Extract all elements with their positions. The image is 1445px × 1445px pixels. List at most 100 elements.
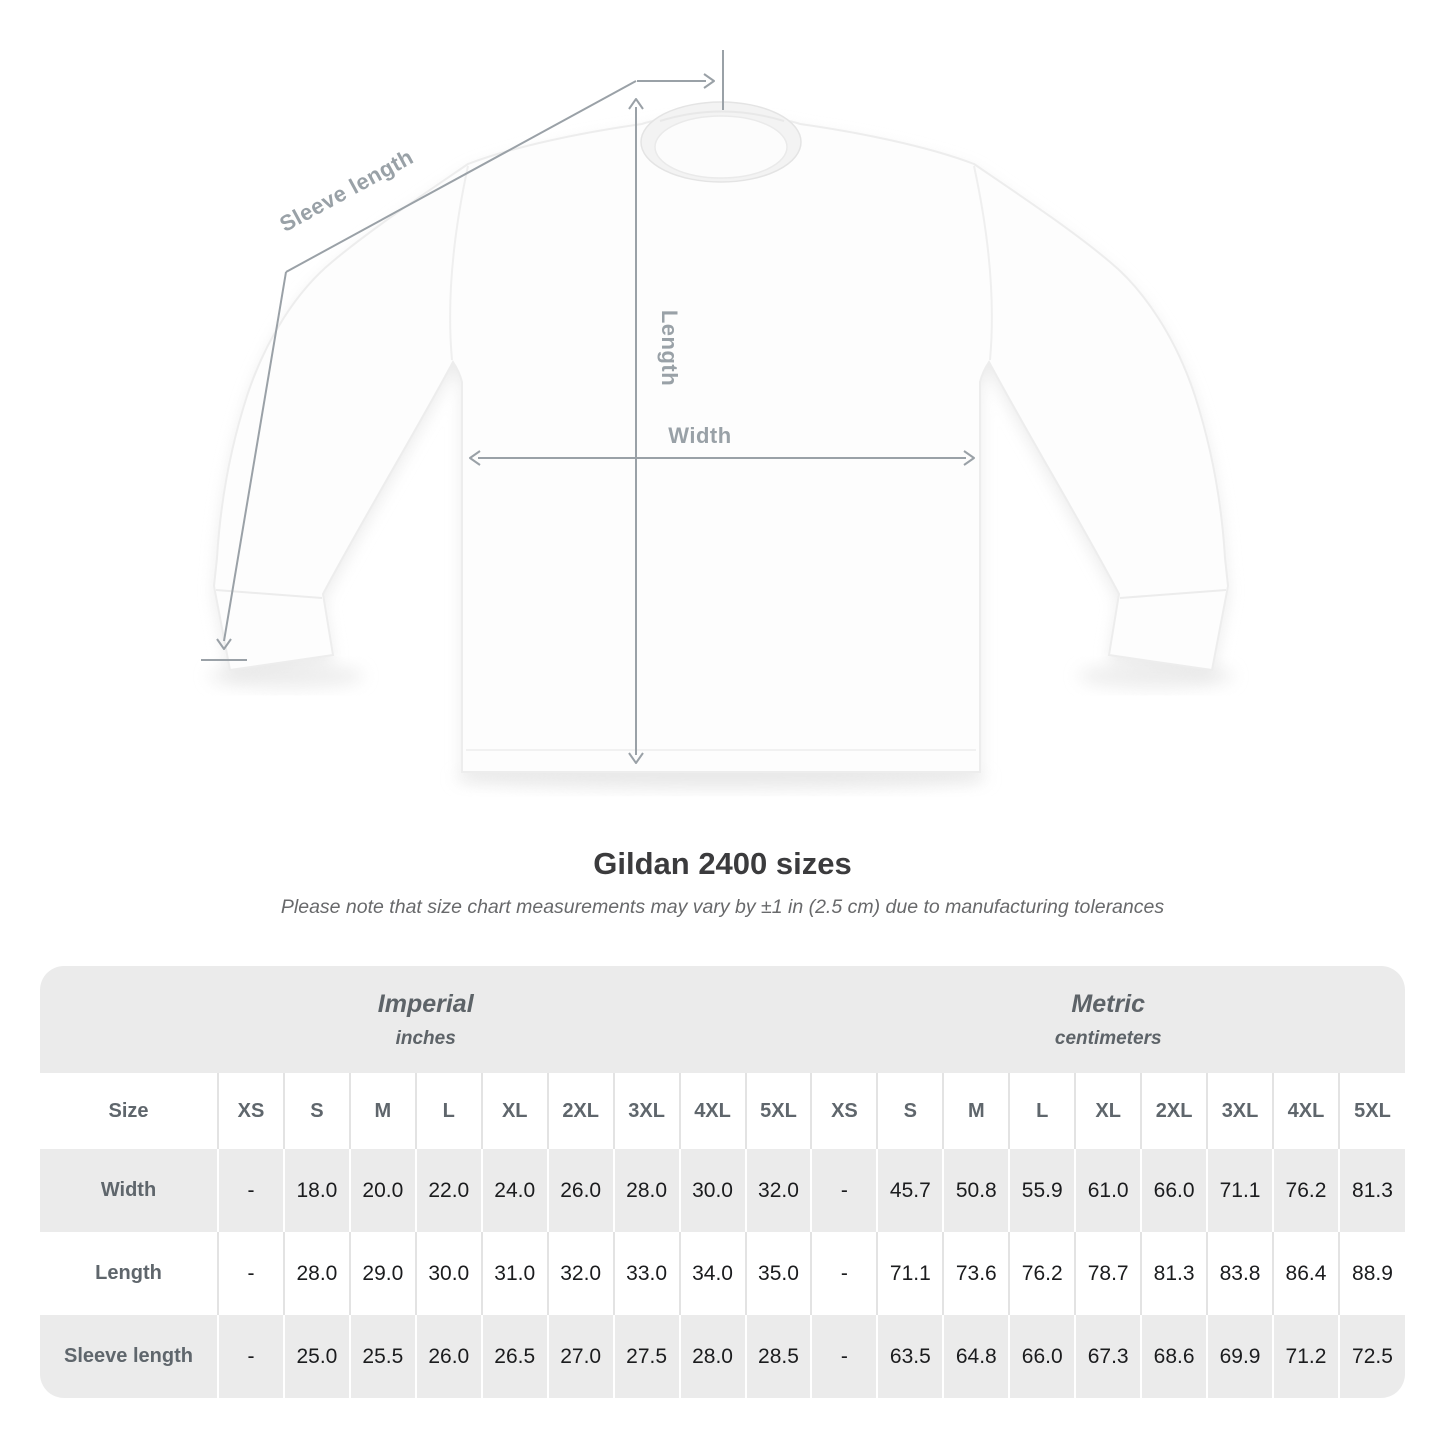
measurement-value-cell: 76.2 [1008,1232,1076,1315]
measurement-lines [201,50,975,764]
measurement-value-cell: 63.5 [876,1315,944,1398]
size-table-body: Width -18.0 20.0 22.0 24.0 26.0 28.0 30.0 32.0-4… [40,1149,1405,1398]
size-column-header: XL [1074,1073,1142,1149]
measurement-value-cell: 66.0 [1140,1149,1208,1232]
size-column-header: 4XL [1272,1073,1339,1149]
measurement-value-cell: 71.1 [876,1232,944,1315]
measurement-value-cell: 61.0 [1074,1149,1142,1232]
size-column-header: S [282,1073,350,1149]
measurement-value-cell: - [217,1149,284,1232]
arrowhead-right [963,450,975,466]
measurement-row: Width -18.0 20.0 22.0 24.0 26.0 28.0 30.0 32.0-4… [40,1149,1405,1232]
measurement-value-cell: 28.5 [744,1315,812,1398]
measurement-value-cell: 55.9 [1008,1149,1076,1232]
measurement-value-cell: 86.4 [1272,1232,1339,1315]
measurement-value-cell: 24.0 [480,1149,548,1232]
measurement-value-cell: 28.0 [612,1149,680,1232]
measurement-value-cell: 71.1 [1206,1149,1273,1232]
measurement-value-cell: 66.0 [1008,1315,1076,1398]
unit-group-row: Imperial inches Metric centimeters [40,966,1405,1073]
shirt-body [213,101,1229,773]
page-title: Gildan 2400 sizes [593,846,852,881]
size-column-header: 2XL [546,1073,614,1149]
measurement-value-cell: 29.0 [348,1232,416,1315]
size-column-header: 4XL [678,1073,746,1149]
arrowhead-left [469,450,481,466]
metric-group-label: Metric [1071,989,1146,1018]
arrowhead-right [703,73,715,89]
measurement-value-cell: 18.0 [282,1149,350,1232]
measurement-value-cell: 76.2 [1272,1149,1339,1232]
page-subtitle: Please note that size chart measurements… [280,896,1165,918]
size-column-header: XS [810,1073,878,1149]
measurement-value-cell: 28.0 [282,1232,350,1315]
measurement-value-cell: 28.0 [678,1315,746,1398]
measurement-value-cell: 72.5 [1337,1315,1405,1398]
size-column-header: 5XL [1337,1073,1405,1149]
measurement-value-cell: - [810,1149,878,1232]
measurement-value-cell: 27.5 [612,1315,680,1398]
size-column-header: L [414,1073,482,1149]
measurement-value-cell: 34.0 [678,1232,746,1315]
measurement-value-cell: 67.3 [1074,1315,1142,1398]
measurement-value-cell: 64.8 [942,1315,1010,1398]
width-measure-label: Width [668,423,731,448]
measurement-value-cell: 45.7 [876,1149,944,1232]
measurement-value-cell: - [217,1315,284,1398]
imperial-group-header: Imperial inches [40,966,812,1073]
arrowhead-down [628,752,644,764]
measurement-value-cell: - [810,1232,878,1315]
size-column-header: XS [217,1073,284,1149]
measurement-value-cell: 26.0 [546,1149,614,1232]
measurement-value-cell: 33.0 [612,1232,680,1315]
size-column-header: 5XL [744,1073,812,1149]
measurement-value-cell: 32.0 [744,1149,812,1232]
arrowhead-down [216,638,232,650]
measurement-value-cell: 30.0 [414,1232,482,1315]
measurement-value-cell: - [810,1315,878,1398]
metric-group-header: Metric centimeters [811,966,1405,1073]
measurement-value-cell: 71.2 [1272,1315,1339,1398]
row-label: Width [40,1149,218,1232]
measurement-value-cell: 26.0 [414,1315,482,1398]
measurement-value-cell: 27.0 [546,1315,614,1398]
measurement-value-cell: 50.8 [942,1149,1010,1232]
measurement-value-cell: 83.8 [1206,1232,1273,1315]
measurement-value-cell: 81.3 [1140,1232,1208,1315]
measurement-row: Sleeve length -25.0 25.5 26.0 26.5 27.0 27.5 28… [40,1315,1405,1398]
size-corner-label: Size [40,1073,218,1149]
row-label: Length [40,1232,218,1315]
measurement-value-cell: 81.3 [1337,1149,1405,1232]
size-column-header: M [348,1073,416,1149]
size-header-row: Size XS S M L XL 2XL 3XL 4XL 5XL XS S M L XL 2XL 3XL 4XL 5… [40,1073,1405,1149]
imperial-group-label: Imperial [377,989,474,1018]
row-label: Sleeve length [40,1315,218,1398]
imperial-group-unit: inches [395,1027,456,1049]
measurement-value-cell: 20.0 [348,1149,416,1232]
measurement-value-cell: 78.7 [1074,1232,1142,1315]
metric-group-unit: centimeters [1054,1027,1162,1049]
size-table: Imperial inches Metric centimeters Size X… [40,966,1405,1398]
shirt-measurement-diagram: Sleeve length Length Width [201,50,1234,790]
measurement-value-cell: 31.0 [480,1232,548,1315]
size-column-header: 3XL [1206,1073,1273,1149]
measurement-value-cell: 68.6 [1140,1315,1208,1398]
measurement-value-cell: 22.0 [414,1149,482,1232]
measurement-value-cell: 32.0 [546,1232,614,1315]
measurement-row: Length -28.0 29.0 30.0 31.0 32.0 33.0 34.0 35.0-… [40,1232,1405,1315]
measurement-value-cell: - [217,1232,284,1315]
length-measure-label: Length [657,310,682,386]
measurement-value-cell: 88.9 [1337,1232,1405,1315]
size-column-header: XL [480,1073,548,1149]
measurement-value-cell: 69.9 [1206,1315,1273,1398]
size-column-header: L [1008,1073,1076,1149]
measurement-value-cell: 25.0 [282,1315,350,1398]
measurement-value-cell: 25.5 [348,1315,416,1398]
size-column-header: 2XL [1140,1073,1208,1149]
measurement-value-cell: 30.0 [678,1149,746,1232]
size-table-grid: Imperial inches Metric centimeters Size X… [40,966,1405,1398]
measurement-value-cell: 26.5 [480,1315,548,1398]
arrowhead-up [628,98,644,110]
measurement-value-cell: 35.0 [744,1232,812,1315]
